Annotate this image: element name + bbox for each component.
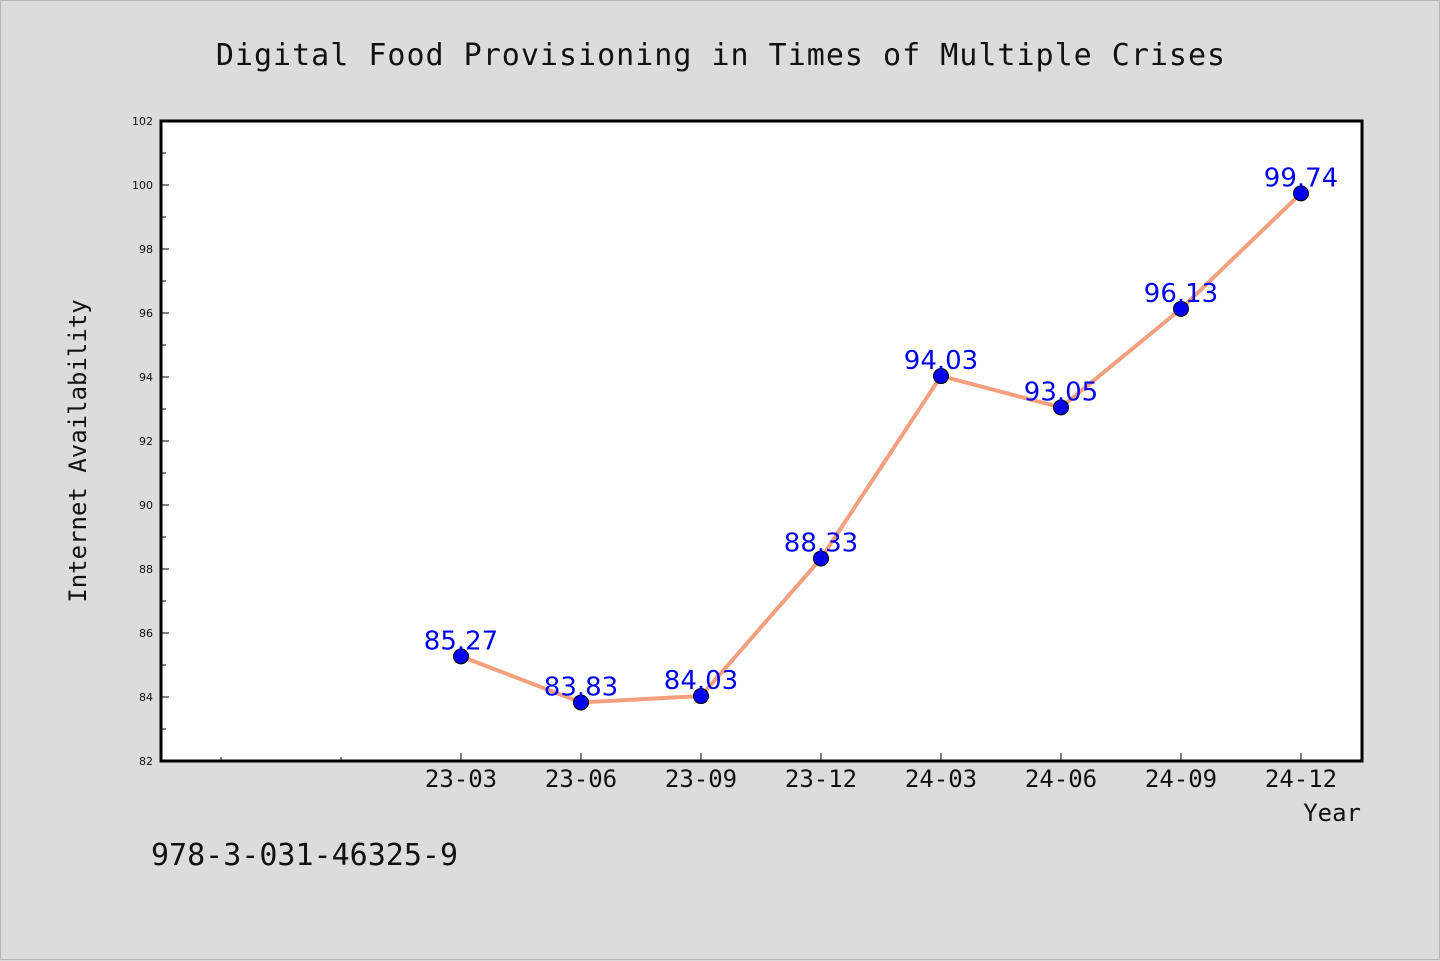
x-axis-label: Year [1303,799,1361,827]
x-tick-label: 23-03 [425,765,497,793]
data-point [573,694,589,711]
plot-area [159,119,1364,763]
y-tick-label: 102 [132,115,153,128]
data-label: 94.03 [904,346,978,376]
y-tick-label: 82 [139,755,153,768]
data-point [933,368,949,385]
x-tick-label: 24-06 [1025,765,1097,793]
data-label: 88.33 [784,528,858,558]
y-tick-label: 94 [139,371,153,384]
data-point [453,648,469,665]
data-point [1053,399,1069,416]
y-tick-label: 98 [139,243,153,256]
data-label: 85.27 [424,626,498,656]
data-point [813,550,829,567]
y-tick-label: 90 [139,499,153,512]
x-tick-label: 24-12 [1265,765,1337,793]
series-line [460,191,1303,705]
data-point [693,688,709,705]
x-tick-label: 24-03 [905,765,977,793]
x-tick-label: 23-06 [545,765,617,793]
y-axis: 82 84 86 88 90 92 94 96 98 100 102 [132,115,169,768]
x-axis: 23-03 23-06 23-09 23-12 24-03 24-06 24-09 24-12 [220,753,1337,793]
isbn-footer: 978-3-031-46325-9 [151,838,458,873]
y-tick-label: 96 [139,307,153,320]
data-label: 96.13 [1144,279,1218,309]
data-label: 84.03 [664,666,738,696]
y-axis-label: Internet Availability [64,299,92,602]
x-tick-label: 24-09 [1145,765,1217,793]
data-label: 99.74 [1264,163,1338,193]
y-tick-label: 100 [132,179,153,192]
data-label-group: 85.27 83.83 84.03 88.33 94.03 93.05 96.13 99.74 [424,163,1338,702]
y-tick-label: 92 [139,435,153,448]
x-tick-label: 23-09 [665,765,737,793]
chart-title: Digital Food Provisioning in Times of Mu… [216,38,1226,73]
data-point [1173,300,1189,317]
x-tick-label: 23-12 [785,765,857,793]
y-tick-label: 84 [139,691,153,704]
data-label: 93.05 [1024,377,1098,407]
data-label: 83.83 [544,672,618,702]
y-tick-label: 86 [139,627,153,640]
y-tick-label: 88 [139,563,153,576]
series-line-group [460,191,1303,705]
data-point [1293,185,1309,202]
marker-group [453,185,1309,711]
